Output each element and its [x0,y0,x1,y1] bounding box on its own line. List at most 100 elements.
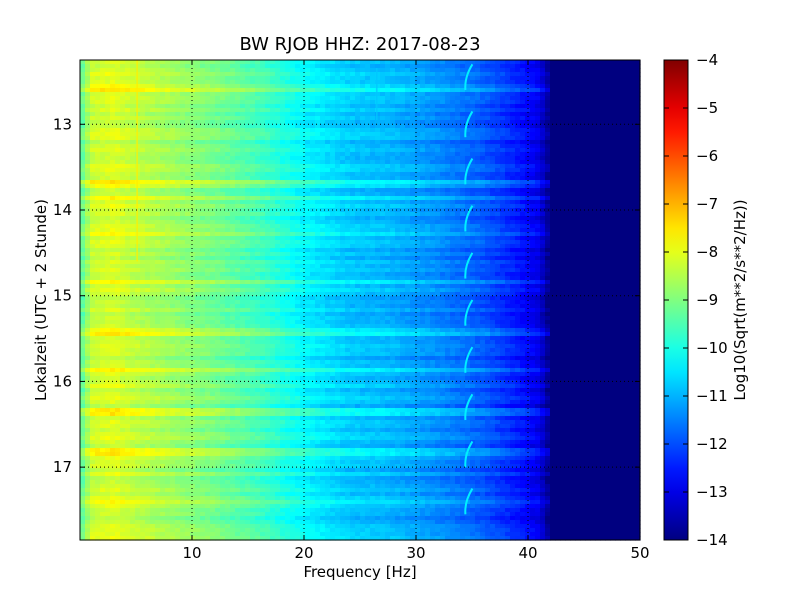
heatmap-cell [580,196,586,201]
heatmap-cell [240,212,246,217]
heatmap-cell [585,128,591,133]
heatmap-cell [265,180,271,185]
heatmap-cell [570,168,576,173]
heatmap-cell [565,232,571,237]
heatmap-cell [455,216,461,221]
heatmap-cell [100,128,106,133]
heatmap-cell [140,200,146,205]
heatmap-cell [465,200,471,205]
heatmap-cell [300,236,306,241]
heatmap-cell [485,160,491,165]
heatmap-cell [175,112,181,117]
heatmap-cell [425,148,431,153]
heatmap-cell [300,160,306,165]
heatmap-cell [175,116,181,121]
heatmap-cell [275,232,281,237]
heatmap-cell [200,80,206,85]
heatmap-cell [120,108,126,113]
heatmap-cell [180,224,186,229]
heatmap-cell [365,116,371,121]
heatmap-cell [240,112,246,117]
heatmap-cell [300,192,306,197]
heatmap-cell [415,96,421,101]
heatmap-cell [340,184,346,189]
heatmap-cell [140,176,146,181]
heatmap-cell [390,72,396,77]
heatmap-cell [555,164,561,169]
heatmap-cell [330,168,336,173]
heatmap-cell [110,140,116,145]
heatmap-cell [410,96,416,101]
heatmap-cell [445,212,451,217]
heatmap-cell [230,172,236,177]
heatmap-cell [195,200,201,205]
heatmap-cell [635,192,641,197]
heatmap-cell [330,148,336,153]
heatmap-cell [255,128,261,133]
heatmap-cell [220,148,226,153]
heatmap-cell [400,180,406,185]
heatmap-cell [300,228,306,233]
heatmap-cell [355,160,361,165]
heatmap-cell [305,112,311,117]
heatmap-cell [560,168,566,173]
heatmap-cell [345,128,351,133]
heatmap-cell [515,104,521,109]
heatmap-cell [480,200,486,205]
heatmap-cell [150,100,156,105]
heatmap-cell [310,100,316,105]
heatmap-cell [405,228,411,233]
heatmap-cell [555,80,561,85]
heatmap-cell [325,180,331,185]
heatmap-cell [160,92,166,97]
heatmap-cell [475,128,481,133]
heatmap-cell [495,204,501,209]
heatmap-cell [585,220,591,225]
heatmap-cell [355,144,361,149]
heatmap-cell [555,168,561,173]
heatmap-cell [205,176,211,181]
heatmap-cell [455,156,461,161]
heatmap-cell [610,76,616,81]
heatmap-cell [455,88,461,93]
heatmap-cell [410,188,416,193]
heatmap-cell [140,184,146,189]
heatmap-cell [130,60,136,65]
heatmap-cell [95,228,101,233]
heatmap-cell [520,128,526,133]
heatmap-cell [410,72,416,77]
heatmap-cell [590,112,596,117]
heatmap-cell [290,84,296,89]
heatmap-cell [200,172,206,177]
heatmap-cell [395,152,401,157]
heatmap-cell [510,152,516,157]
heatmap-cell [525,132,531,137]
heatmap-cell [415,60,421,65]
heatmap-cell [390,236,396,241]
heatmap-cell [180,68,186,73]
heatmap-cell [130,160,136,165]
heatmap-cell [480,112,486,117]
heatmap-cell [595,160,601,165]
heatmap-cell [410,132,416,137]
heatmap-cell [315,72,321,77]
heatmap-cell [545,80,551,85]
heatmap-cell [290,140,296,145]
heatmap-cell [350,124,356,129]
heatmap-cell [130,128,136,133]
heatmap-cell [330,152,336,157]
heatmap-cell [85,180,91,185]
heatmap-cell [405,152,411,157]
heatmap-cell [145,172,151,177]
heatmap-cell [350,184,356,189]
heatmap-cell [450,216,456,221]
heatmap-cell [585,188,591,193]
heatmap-cell [505,64,511,69]
heatmap-cell [565,172,571,177]
heatmap-cell [210,156,216,161]
heatmap-cell [465,160,471,165]
heatmap-cell [285,132,291,137]
heatmap-cell [355,80,361,85]
heatmap-cell [120,152,126,157]
heatmap-cell [385,124,391,129]
